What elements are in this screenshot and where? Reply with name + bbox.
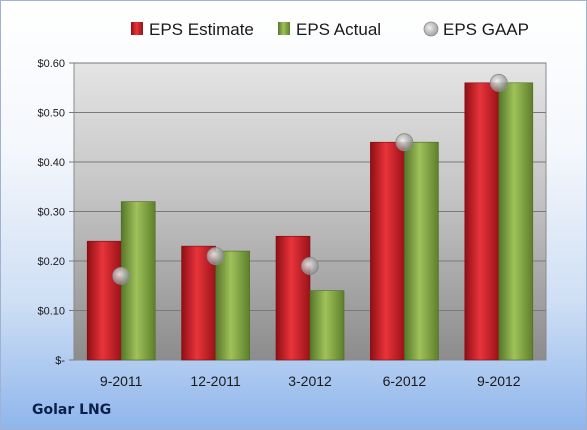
legend-label: EPS Estimate	[149, 20, 254, 39]
bar-eps-estimate	[370, 141, 405, 361]
y-tick-label: $0.20	[37, 256, 65, 268]
y-axis: $- $0.10 $0.20 $0.30 $0.40 $0.50 $0.60	[37, 58, 74, 367]
y-tick-label: $0.60	[37, 58, 65, 70]
x-tick-label: 9-2011	[100, 373, 143, 389]
x-tick-label: 9-2012	[477, 373, 521, 389]
point-eps-gaap	[301, 257, 319, 275]
legend: EPS Estimate EPS Actual EPS GAAP	[131, 20, 529, 39]
legend-label: EPS GAAP	[443, 20, 529, 39]
x-tick-label: 12-2011	[190, 373, 241, 389]
bar-eps-estimate	[464, 82, 500, 361]
bar-eps-actual	[309, 290, 345, 361]
bar-eps-actual	[404, 141, 439, 361]
point-eps-gaap	[112, 266, 131, 285]
legend-swatch	[423, 21, 439, 37]
y-tick-label: $0.50	[37, 108, 65, 120]
legend-swatch	[131, 22, 143, 35]
bar-eps-estimate	[181, 245, 216, 361]
x-tick-label: 6-2012	[383, 373, 427, 389]
bar-eps-actual	[215, 250, 250, 361]
x-axis: 9-2011 12-2011 3-2012 6-2012 9-2012	[100, 373, 521, 389]
legend-swatch	[278, 22, 290, 35]
x-tick-label: 3-2012	[288, 373, 332, 389]
bar-eps-estimate	[86, 240, 122, 361]
bar-eps-actual	[498, 82, 534, 361]
bars	[86, 82, 534, 361]
y-tick-label: $0.40	[37, 157, 65, 169]
point-eps-gaap	[206, 247, 225, 265]
gaap-points	[112, 73, 508, 285]
y-tick-label: $-	[55, 355, 65, 367]
point-eps-gaap	[395, 133, 414, 152]
bar-eps-estimate	[275, 235, 311, 361]
y-tick-label: $0.10	[37, 306, 65, 318]
legend-label: EPS Actual	[296, 20, 381, 39]
point-eps-gaap	[489, 73, 508, 92]
y-tick-label: $0.30	[37, 207, 65, 219]
company-name: Golar LNG	[32, 402, 112, 418]
